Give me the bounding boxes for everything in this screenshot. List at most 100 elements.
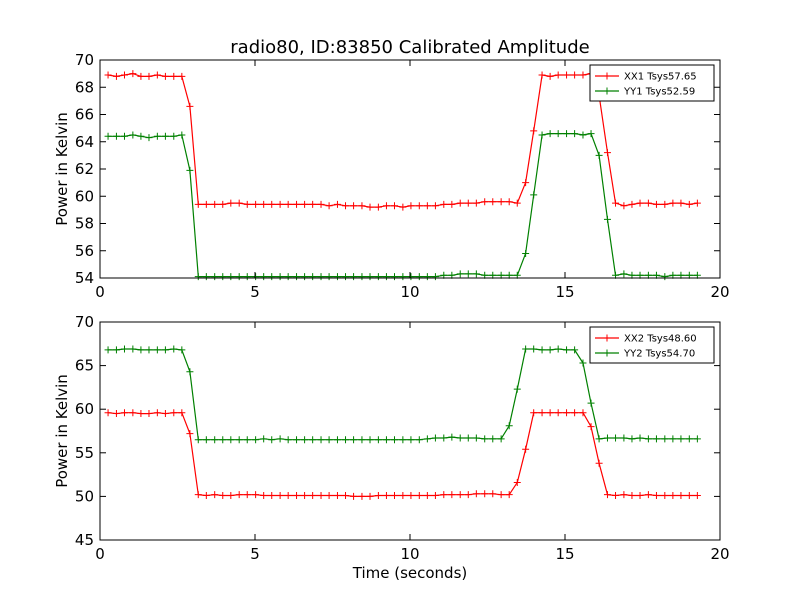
data-point <box>112 132 120 140</box>
data-point <box>153 71 161 79</box>
data-point <box>391 273 398 281</box>
data-point <box>284 200 292 208</box>
data-point <box>317 273 325 281</box>
data-point <box>235 199 243 207</box>
data-point <box>170 132 178 140</box>
data-point <box>685 200 693 208</box>
y-axis-label-bottom: Power in Kelvin <box>53 374 71 488</box>
data-point <box>636 434 644 442</box>
data-point <box>652 200 660 208</box>
data-point <box>252 491 260 499</box>
data-point <box>243 491 251 499</box>
data-point <box>546 72 554 80</box>
data-point <box>603 491 611 499</box>
data-point <box>456 199 464 207</box>
data-point <box>538 71 546 79</box>
data-point <box>358 273 366 281</box>
data-point <box>170 409 178 417</box>
data-point <box>391 202 398 210</box>
data-point <box>112 72 120 80</box>
data-point <box>161 132 169 140</box>
data-point <box>194 273 202 281</box>
data-point <box>620 434 628 442</box>
data-point <box>219 436 227 444</box>
data-point <box>333 200 341 208</box>
data-point <box>211 200 219 208</box>
data-point <box>489 490 497 498</box>
data-point <box>178 131 186 139</box>
legend-entry: YY2 Tsys54.70 <box>623 349 695 360</box>
data-point <box>374 273 382 281</box>
data-point <box>399 436 407 444</box>
data-point <box>571 346 579 354</box>
data-point <box>243 273 251 281</box>
data-point <box>472 270 480 278</box>
data-point <box>431 492 439 500</box>
y-tick-label: 65 <box>75 357 94 375</box>
y-tick-label: 55 <box>75 444 94 462</box>
data-point <box>603 434 611 442</box>
data-point <box>325 202 333 210</box>
data-point <box>301 273 309 281</box>
data-point <box>407 492 415 500</box>
data-point <box>382 436 390 444</box>
data-point <box>366 273 374 281</box>
data-point <box>161 346 169 354</box>
data-point <box>178 72 186 80</box>
legend-entry: XX2 Tsys48.60 <box>624 334 697 345</box>
data-point <box>563 409 571 417</box>
data-point <box>530 191 538 199</box>
data-point <box>571 130 579 138</box>
data-point <box>603 215 611 223</box>
data-point <box>276 273 284 281</box>
legend-marker <box>603 349 611 357</box>
data-point <box>612 492 620 500</box>
data-point <box>522 179 530 187</box>
x-tick-label: 5 <box>250 283 260 301</box>
data-point <box>595 151 603 159</box>
data-point <box>186 166 194 174</box>
data-point <box>293 273 301 281</box>
data-point <box>374 203 382 211</box>
data-point <box>227 436 235 444</box>
data-point <box>579 359 587 367</box>
data-point <box>382 273 390 281</box>
data-point <box>153 346 161 354</box>
data-point <box>669 435 677 443</box>
data-point <box>301 436 309 444</box>
data-point <box>219 492 227 500</box>
data-point <box>652 492 660 500</box>
data-point <box>366 436 374 444</box>
data-point <box>530 127 538 135</box>
data-point <box>440 491 448 499</box>
y-tick-label: 50 <box>75 487 94 505</box>
data-point <box>497 198 505 206</box>
data-point <box>219 200 227 208</box>
data-point <box>685 435 693 443</box>
data-point <box>431 434 439 442</box>
data-point <box>497 435 505 443</box>
data-point <box>358 492 366 500</box>
data-point <box>309 273 317 281</box>
data-point <box>661 492 669 500</box>
data-point <box>284 273 292 281</box>
data-point <box>227 273 235 281</box>
top-panel: 0 5 10 15 20 54 56 58 60 62 64 66 68 70 XX1 Tsys57.65 Y… <box>75 51 730 301</box>
data-point <box>350 202 358 210</box>
data-point <box>243 200 251 208</box>
data-point <box>194 200 202 208</box>
data-point <box>554 345 562 353</box>
data-point <box>104 346 112 354</box>
data-point <box>129 131 137 139</box>
data-point <box>211 491 219 499</box>
data-point <box>472 490 480 498</box>
data-point <box>161 72 169 80</box>
data-point <box>284 436 292 444</box>
data-point <box>170 72 178 80</box>
data-point <box>235 436 243 444</box>
x-tick-label: 15 <box>555 545 574 563</box>
data-point <box>546 409 554 417</box>
data-point <box>202 492 210 500</box>
data-point <box>554 409 562 417</box>
